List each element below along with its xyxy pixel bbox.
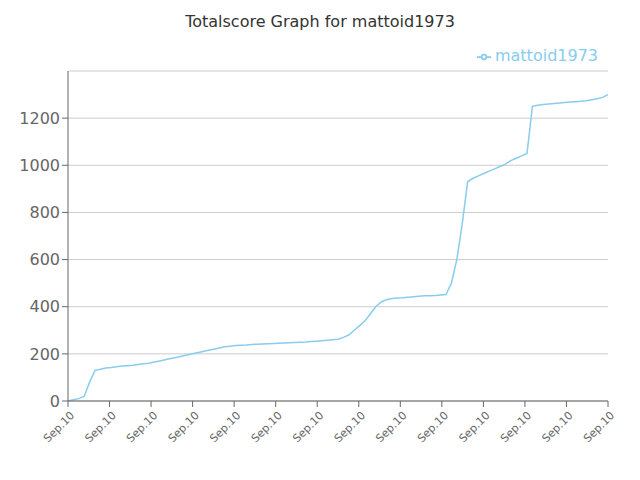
svg-text:Sep.10: Sep.10	[539, 409, 575, 445]
svg-text:1000: 1000	[19, 156, 60, 175]
svg-text:800: 800	[29, 203, 60, 222]
svg-text:Sep.10: Sep.10	[290, 409, 326, 445]
svg-text:Sep.10: Sep.10	[166, 409, 202, 445]
svg-text:Sep.10: Sep.10	[249, 409, 285, 445]
svg-text:Sep.10: Sep.10	[124, 409, 160, 445]
svg-text:Sep.10: Sep.10	[456, 409, 492, 445]
svg-text:Sep.10: Sep.10	[41, 409, 77, 445]
svg-text:Sep.10: Sep.10	[415, 409, 451, 445]
svg-text:Sep.10: Sep.10	[373, 409, 409, 445]
svg-text:400: 400	[29, 297, 60, 316]
svg-text:600: 600	[29, 250, 60, 269]
svg-text:Sep.10: Sep.10	[83, 409, 119, 445]
svg-text:Sep.10: Sep.10	[581, 409, 617, 445]
html-text:mattoid1973: mattoid1973	[495, 46, 598, 65]
svg-text:Sep.10: Sep.10	[498, 409, 534, 445]
svg-text:0: 0	[50, 392, 60, 411]
svg-text:200: 200	[29, 345, 60, 364]
html-text:Totalscore Graph for mattoid19: Totalscore Graph for mattoid1973	[185, 12, 455, 31]
svg-text:1200: 1200	[19, 109, 60, 128]
svg-text:Sep.10: Sep.10	[332, 409, 368, 445]
svg-text:Sep.10: Sep.10	[207, 409, 243, 445]
